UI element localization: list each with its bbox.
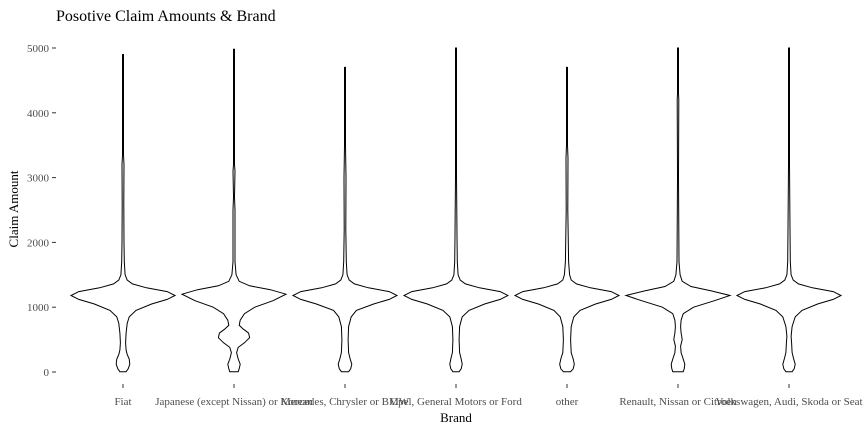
y-tick-label: 0	[44, 367, 50, 379]
y-tick-label: 3000	[27, 173, 50, 185]
x-tick-label: Fiat	[114, 396, 131, 408]
y-tick-label: 1000	[27, 302, 50, 314]
x-tick-label: Mercedes, Chrysler or BMW	[281, 396, 410, 408]
violin-other	[513, 66, 621, 373]
violin-fiat	[69, 54, 177, 373]
y-axis: 0 1000 2000 3000 4000 5000	[27, 43, 56, 379]
y-tick-label: 2000	[27, 237, 50, 249]
x-tick-label: Opel, General Motors or Ford	[390, 396, 522, 408]
x-axis: Fiat Japanese (except Nissan) or KoreanMe…	[114, 384, 863, 408]
violin-renault-nissan-or-citroen	[624, 47, 732, 373]
violin-volkswagen-audi-skoda-or-seat	[735, 47, 843, 373]
y-tick-label: 4000	[27, 108, 50, 120]
violin-mercedes-chrysler-or-bmw	[291, 66, 399, 373]
x-tick-label: other	[556, 396, 579, 408]
y-tick-label: 5000	[27, 43, 50, 55]
violin-japanese-except-nissan-or-korean	[180, 48, 288, 373]
x-tick-label: Renault, Nissan or Citroen	[619, 396, 737, 408]
chart-title: Posotive Claim Amounts & Brand	[56, 8, 276, 25]
x-tick-label: Volkswagen, Audi, Skoda or Seat	[715, 396, 862, 408]
violins-group	[69, 47, 843, 373]
x-tick-label: Japanese (except Nissan) or Korean	[155, 396, 313, 408]
y-axis-title: Claim Amount	[6, 170, 21, 247]
x-axis-title: Brand	[440, 410, 472, 425]
violin-opel-general-motors-or-ford	[402, 47, 510, 373]
